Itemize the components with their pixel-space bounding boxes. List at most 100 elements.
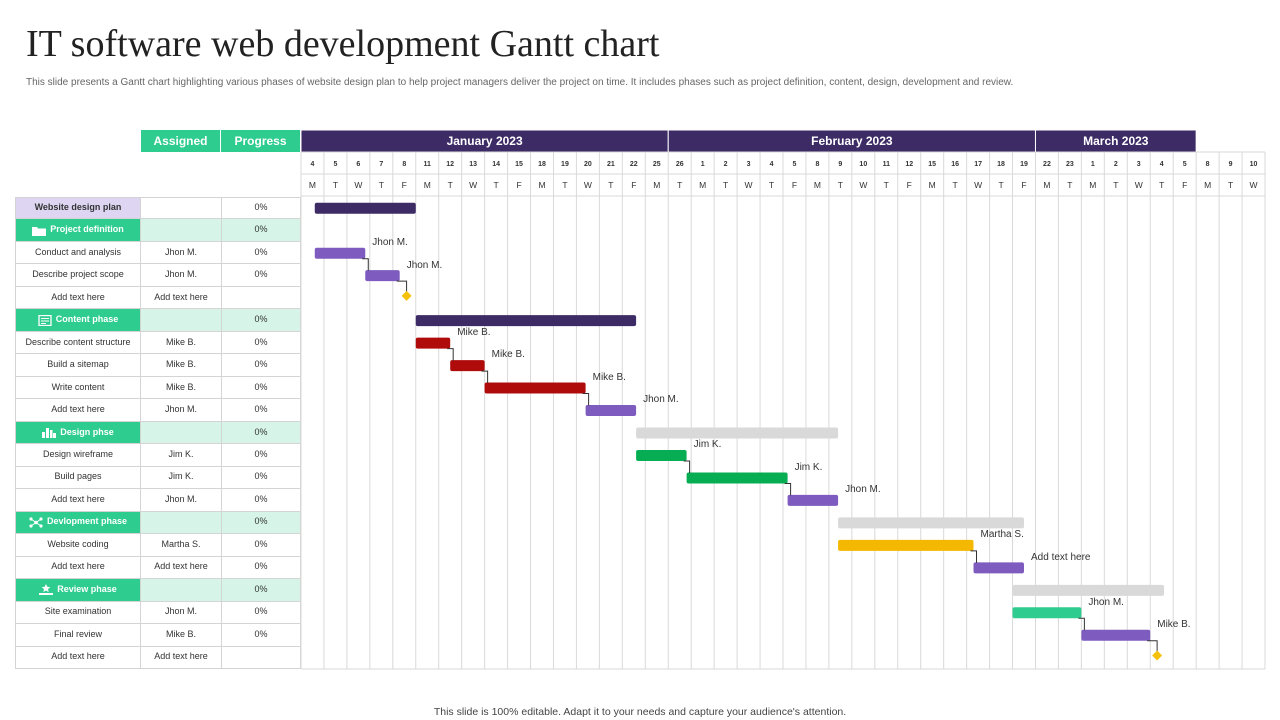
task-name: Devlopment phase [15,511,140,534]
task-name: Design phse [15,421,140,444]
weekday-label: M [1089,180,1096,190]
assigned-cell: Mike B. [140,331,221,354]
assigned-cell [140,511,221,534]
task-name: Project definition [15,219,140,241]
gantt-bar [973,562,1024,574]
gantt-bar [1081,629,1151,641]
task-name: Add text here [15,646,140,668]
gantt-bar [838,517,1024,529]
weekday-label: M [814,180,821,190]
assigned-cell [140,579,221,601]
gantt-bar [636,449,687,461]
day-label: 1 [701,161,705,168]
month-label: January 2023 [447,134,523,148]
assigned-cell: Jhon M. [140,489,221,511]
task-name: Design wireframe [15,444,140,466]
day-label: 8 [815,161,819,168]
task-name: Website design plan [15,198,140,219]
bar-label: Jim K. [693,439,722,451]
gantt-bar [314,247,366,259]
task-name: Build pages [15,466,140,489]
task-name-text: Website coding [47,538,109,549]
weekday-label: T [333,180,338,190]
task-name: Describe content structure [15,331,140,354]
weekday-label: M [699,180,706,190]
assigned-cell [140,421,221,444]
day-label: 20 [584,161,592,168]
task-name-text: Design phse [60,426,114,437]
day-label: 17 [974,161,982,168]
phase-row: Project definition 0% [15,219,301,242]
weekday-label: T [1159,180,1164,190]
task-name: Conduct and analysis [15,241,140,264]
weekday-label: T [562,180,567,190]
task-name: Add text here [15,489,140,511]
gantt-bar [686,472,788,484]
day-label: 4 [1160,161,1164,168]
dependency-line [362,258,369,271]
task-name-text: Content phase [55,314,119,325]
day-label: 3 [1137,161,1141,168]
month-label: March 2023 [1083,134,1149,148]
weekday-label: M [929,180,936,190]
day-label: 8 [402,161,406,168]
weekday-label: F [792,180,797,190]
task-name-text: Add text here [51,651,105,662]
dependency-line [784,482,792,496]
gantt-bar [838,539,974,551]
task-name-text: Conduct and analysis [34,246,122,257]
assigned-cell: Add text here [140,556,221,579]
weekday-label: F [907,180,912,190]
task-name: Build a sitemap [15,354,140,376]
day-label: 5 [333,161,337,168]
weekday-label: F [1021,180,1026,190]
day-label: 21 [607,161,615,168]
weekday-label: W [1250,180,1258,190]
task-name: Add text here [15,556,140,579]
dependency-line [1147,640,1158,652]
day-label: 5 [793,161,797,168]
assigned-cell: Add text here [140,286,221,309]
network-icon [29,517,43,528]
gantt-bar [1012,584,1165,596]
weekday-label: F [402,180,407,190]
milestone-diamond [401,290,412,301]
page-subtitle: This slide presents a Gantt chart highli… [26,77,1014,88]
weekday-label: M [538,180,545,190]
weekday-label: T [677,180,682,190]
day-label: 12 [446,161,454,168]
bar-label: Mike B. [491,349,525,361]
phase-row: Design phse 0% [15,421,301,445]
task-name-text: Final review [53,628,102,639]
task-name: Write content [15,376,140,399]
bar-label: Jhon M. [1088,596,1124,608]
weekday-label: F [631,180,636,190]
weekday-label: M [309,180,316,190]
weekday-label: T [448,180,453,190]
bar-label: Jhon M. [845,484,881,496]
task-name-text: Describe content structure [25,336,131,347]
day-label: 18 [538,161,546,168]
assigned-cell: Mike B. [140,376,221,399]
day-label: 11 [883,161,891,168]
task-name: Site examination [15,601,140,624]
weekday-label: M [424,180,431,190]
award-icon [39,584,54,596]
day-label: 2 [1114,161,1118,168]
dependency-line [447,348,454,361]
day-label: 2 [724,161,728,168]
gantt-bar [585,405,637,417]
day-label: 22 [1043,161,1051,168]
milestone-diamond [1152,650,1163,661]
day-label: 4 [311,161,315,168]
day-label: 13 [469,161,477,168]
gantt-bar [1012,607,1082,619]
bar-label: Mike B. [592,371,626,383]
weekday-label: T [379,180,384,190]
day-label: 7 [379,161,383,168]
weekday-label: F [516,180,521,190]
gantt-bar [415,315,637,327]
task-name: Content phase [15,309,140,331]
bar-label: Jhon M. [372,237,408,249]
weekday-label: W [354,180,362,190]
